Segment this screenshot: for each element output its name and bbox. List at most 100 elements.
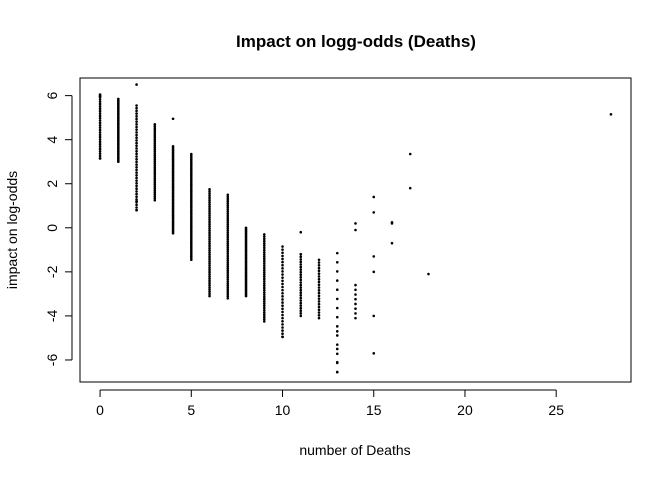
- data-point: [317, 302, 321, 306]
- data-point: [317, 275, 321, 278]
- data-point: [189, 220, 193, 224]
- data-point: [226, 212, 230, 216]
- data-point: [335, 360, 339, 364]
- data-point: [153, 142, 157, 146]
- data-point: [262, 320, 266, 323]
- data-point: [153, 148, 157, 151]
- data-point: [208, 294, 211, 298]
- data-point: [208, 211, 211, 215]
- data-point: [153, 197, 157, 200]
- data-point: [226, 231, 230, 235]
- data-point: [262, 308, 266, 312]
- data-point: [153, 185, 157, 188]
- data-point: [226, 296, 230, 300]
- data-point: [153, 140, 157, 144]
- data-point: [317, 283, 321, 287]
- data-point: [189, 175, 193, 179]
- data-point: [335, 352, 339, 356]
- data-point: [135, 114, 138, 118]
- data-point: [299, 260, 303, 264]
- data-point: [262, 255, 266, 259]
- data-point: [189, 193, 193, 197]
- data-point: [335, 270, 339, 273]
- data-point: [189, 158, 193, 161]
- data-point: [153, 175, 157, 179]
- data-point: [262, 277, 266, 281]
- data-point: [299, 281, 303, 284]
- data-point: [208, 257, 211, 261]
- data-point: [189, 172, 193, 176]
- data-point: [281, 282, 284, 286]
- data-point: [208, 240, 211, 243]
- data-point: [135, 198, 138, 201]
- data-point: [281, 254, 284, 258]
- data-point: [189, 202, 193, 206]
- plot-frame: [79, 77, 632, 383]
- data-point: [189, 222, 193, 226]
- data-point: [354, 228, 357, 232]
- data-point: [372, 314, 376, 318]
- data-point: [335, 370, 339, 374]
- data-point: [135, 195, 138, 199]
- data-point: [189, 224, 193, 227]
- data-point: [98, 150, 102, 153]
- data-point: [408, 186, 412, 190]
- data-point: [335, 343, 339, 346]
- data-point: [208, 288, 211, 291]
- data-point: [208, 277, 211, 280]
- data-point: [135, 165, 138, 169]
- data-point: [372, 352, 376, 355]
- data-point: [135, 136, 138, 140]
- data-point: [189, 251, 193, 254]
- data-point: [171, 144, 175, 148]
- data-point: [226, 265, 230, 268]
- data-point: [226, 244, 230, 247]
- data-point: [354, 283, 357, 287]
- data-point: [153, 161, 157, 165]
- data-point: [226, 290, 230, 294]
- data-point: [208, 242, 211, 246]
- x-tick-label: 25: [548, 402, 564, 418]
- data-point: [354, 307, 357, 310]
- data-point: [135, 163, 138, 166]
- data-point: [317, 263, 321, 267]
- data-point: [299, 291, 303, 295]
- data-point: [98, 94, 102, 97]
- data-point: [153, 150, 157, 153]
- data-point: [153, 144, 157, 147]
- data-point: [135, 192, 138, 196]
- data-point: [226, 242, 230, 245]
- data-point: [226, 269, 230, 273]
- data-point: [208, 192, 211, 195]
- data-point: [262, 271, 266, 274]
- data-point: [299, 268, 303, 271]
- data-point: [226, 271, 230, 275]
- data-point: [281, 288, 284, 292]
- data-point: [98, 142, 102, 146]
- data-point: [335, 260, 339, 264]
- data-point: [317, 308, 321, 312]
- data-point: [262, 248, 266, 252]
- data-point: [98, 140, 102, 144]
- data-point: [281, 276, 284, 279]
- data-point: [317, 311, 321, 314]
- data-point: [208, 229, 211, 232]
- data-point: [408, 152, 412, 156]
- data-point: [335, 330, 339, 333]
- data-point: [262, 253, 266, 256]
- data-point: [262, 233, 266, 236]
- data-point: [299, 283, 303, 287]
- data-point: [281, 257, 284, 261]
- data-point: [226, 252, 230, 256]
- data-point: [262, 311, 266, 314]
- data-point: [208, 292, 211, 296]
- data-point: [98, 145, 102, 148]
- data-points: [98, 83, 613, 374]
- data-point: [208, 209, 211, 213]
- data-point: [135, 144, 138, 148]
- data-point: [226, 235, 230, 239]
- data-point: [189, 188, 193, 192]
- data-point: [135, 208, 138, 212]
- data-point: [153, 173, 157, 177]
- data-point: [189, 201, 193, 204]
